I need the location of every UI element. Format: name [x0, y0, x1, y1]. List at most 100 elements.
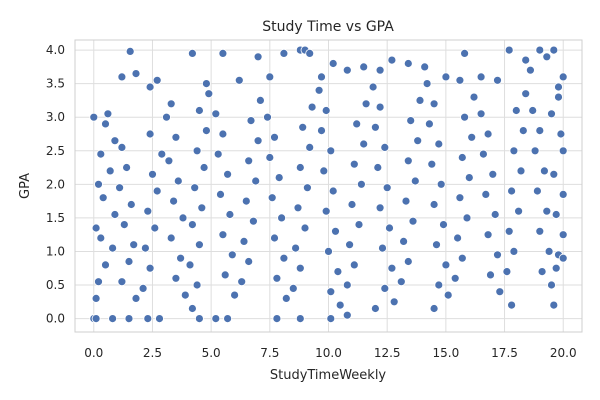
data-point [359, 62, 369, 72]
data-point [434, 280, 444, 290]
data-point [535, 45, 545, 55]
data-point [558, 72, 568, 82]
data-point [234, 75, 244, 85]
data-point [401, 196, 411, 206]
data-point [331, 226, 340, 236]
data-point [272, 273, 282, 283]
data-point [223, 314, 233, 324]
data-point [274, 173, 284, 183]
data-point [349, 159, 359, 169]
data-point [537, 267, 547, 277]
data-point [171, 273, 181, 283]
data-point [455, 193, 465, 203]
x-tick-label: 5.0 [202, 346, 221, 360]
data-point [483, 129, 493, 139]
data-point [270, 233, 279, 243]
y-tick-label: 0.5 [46, 278, 65, 292]
data-point [213, 149, 223, 159]
data-point [413, 136, 423, 146]
data-point [117, 277, 127, 287]
data-point [509, 246, 519, 256]
data-point [192, 280, 202, 290]
data-point [342, 65, 352, 75]
data-point [542, 52, 552, 62]
data-point [460, 49, 470, 58]
data-point [389, 297, 399, 307]
data-point [493, 250, 502, 260]
data-point [455, 75, 465, 85]
x-tick-label: 10.0 [315, 346, 342, 360]
data-point [441, 72, 451, 82]
data-point [117, 72, 127, 82]
data-point [101, 260, 110, 270]
data-point [265, 72, 275, 82]
data-point [352, 119, 362, 129]
data-point [326, 287, 336, 297]
data-point [373, 163, 383, 172]
x-tick-label: 17.5 [491, 346, 518, 360]
data-point [110, 210, 120, 219]
data-point [98, 193, 108, 203]
data-point [89, 112, 99, 122]
data-point [551, 210, 561, 219]
data-point [178, 213, 188, 223]
data-point [378, 243, 387, 253]
data-point [108, 243, 117, 253]
y-tick-label: 2.5 [46, 144, 65, 158]
data-point [375, 203, 385, 213]
data-point [295, 163, 305, 172]
data-point [540, 166, 549, 176]
data-point [481, 189, 491, 199]
data-point [230, 290, 240, 300]
data-point [143, 206, 153, 216]
data-point [547, 280, 556, 290]
y-axis-label: GPA [18, 173, 33, 199]
data-point [490, 210, 500, 219]
data-point [549, 169, 559, 179]
x-axis-label: StudyTimeWeekly [270, 368, 387, 383]
data-point [291, 243, 301, 253]
data-point [321, 106, 331, 115]
data-point [504, 45, 514, 55]
data-point [162, 112, 171, 122]
data-point [211, 314, 221, 324]
data-point [403, 156, 413, 166]
data-point [317, 72, 326, 82]
x-tick-label: 7.5 [260, 346, 279, 360]
data-point [370, 122, 380, 132]
data-point [314, 85, 324, 95]
data-point [342, 310, 352, 320]
data-point [469, 92, 479, 102]
y-tick-label: 2.0 [46, 177, 65, 191]
x-tick-label: 2.5 [143, 346, 162, 360]
data-point [237, 277, 247, 287]
data-point [516, 166, 526, 176]
data-point [131, 69, 141, 78]
data-point [457, 153, 467, 162]
data-point [328, 186, 338, 196]
data-point [295, 314, 305, 324]
data-point [166, 99, 176, 109]
data-point [441, 260, 451, 270]
data-point [526, 65, 535, 75]
data-point [197, 203, 207, 213]
y-tick-labels: 0.0 0.5 1.0 1.5 2.0 2.5 3.0 3.5 4.0 [46, 43, 65, 326]
data-point [549, 300, 559, 310]
data-point [119, 220, 129, 230]
data-point [326, 314, 336, 324]
x-tick-label: 0.0 [84, 346, 103, 360]
data-point [375, 65, 385, 75]
data-point [408, 216, 418, 226]
data-point [152, 186, 162, 196]
data-point [342, 280, 352, 290]
data-point [152, 75, 162, 85]
data-point [558, 189, 568, 199]
data-point [504, 226, 514, 236]
data-point [194, 240, 204, 250]
data-point [255, 96, 265, 105]
data-point [535, 226, 545, 236]
data-point [91, 314, 101, 324]
data-point [126, 200, 136, 209]
data-point [171, 132, 181, 142]
data-point [326, 146, 336, 156]
